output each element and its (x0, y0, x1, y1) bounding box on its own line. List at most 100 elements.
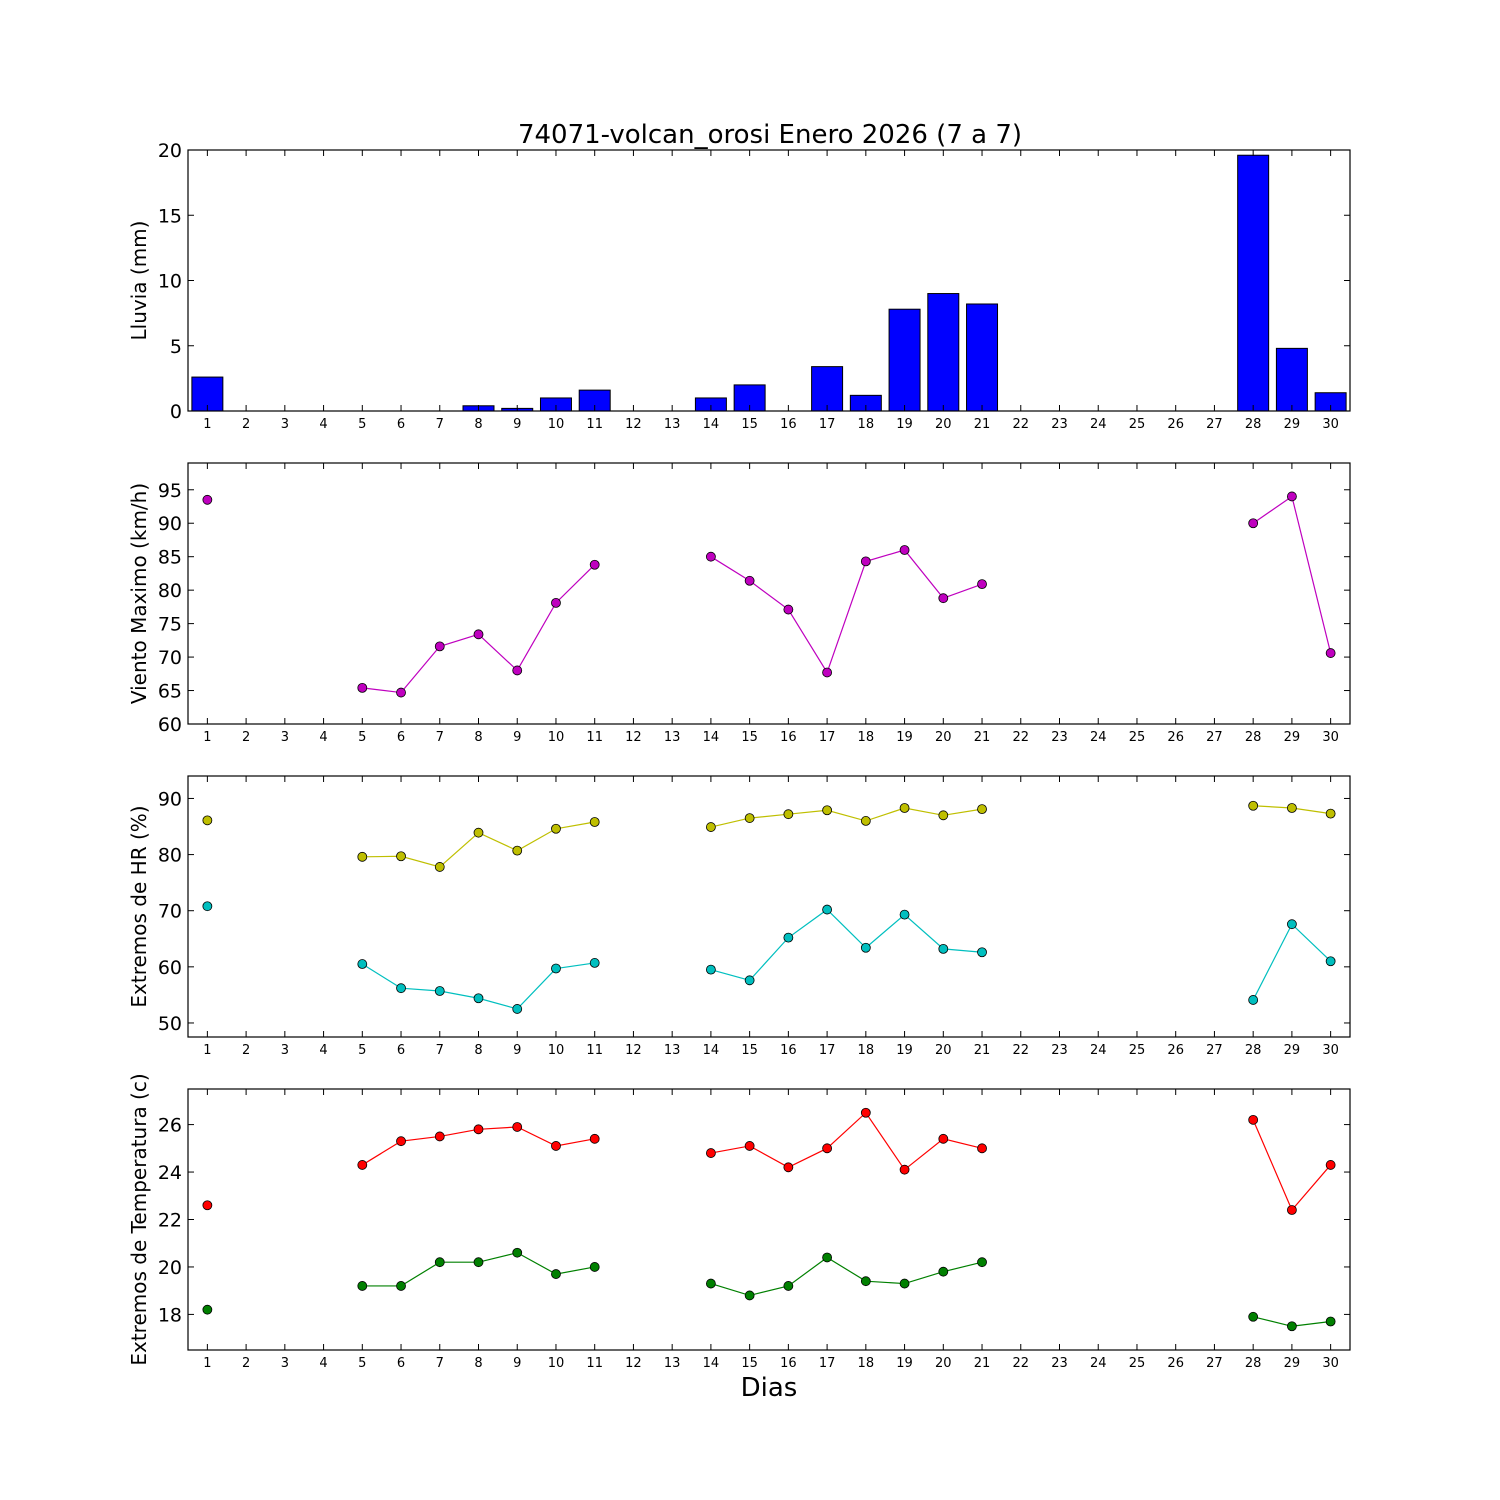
x-tick-label: 18 (858, 730, 875, 745)
data-point (473, 827, 484, 838)
data-point (589, 1133, 600, 1144)
x-tick-label: 2 (242, 730, 250, 745)
x-tick-label: 30 (1322, 417, 1339, 432)
x-tick-label: 7 (436, 417, 444, 432)
data-point (1248, 1114, 1259, 1125)
data-point (706, 1278, 716, 1289)
data-point (899, 1278, 910, 1289)
data-point (1287, 1321, 1297, 1332)
data-point (938, 1133, 949, 1144)
data-point (860, 556, 871, 567)
y-tick-label: 18 (158, 1304, 182, 1326)
x-tick-label: 21 (974, 417, 991, 432)
x-tick-label: 11 (586, 1043, 603, 1058)
data-point (357, 851, 368, 862)
y-axis-label: Lluvia (mm) (127, 221, 151, 341)
x-tick-label: 10 (548, 1356, 565, 1371)
x-tick-label: 4 (319, 1356, 327, 1371)
x-tick-label: 15 (741, 417, 758, 432)
series-line (1252, 923, 1332, 1001)
y-tick-label: 60 (158, 957, 182, 979)
data-point (512, 665, 523, 676)
data-point (783, 809, 794, 820)
x-tick-label: 7 (436, 730, 444, 745)
data-point (1248, 995, 1259, 1005)
x-tick-label: 28 (1245, 1356, 1262, 1371)
y-tick-label: 22 (158, 1210, 182, 1232)
x-tick-label: 14 (703, 417, 720, 432)
data-point (744, 1290, 755, 1301)
y-tick-label: 80 (158, 580, 182, 602)
bar (1237, 154, 1270, 412)
x-tick-label: 26 (1167, 1043, 1184, 1058)
bar (927, 293, 960, 412)
x-tick-label: 23 (1051, 730, 1068, 745)
data-point (1248, 800, 1259, 811)
x-tick-label: 4 (319, 1043, 327, 1058)
y-tick-label: 70 (158, 647, 182, 669)
x-tick-label: 26 (1167, 417, 1184, 432)
data-point (551, 823, 561, 834)
x-tick-label: 2 (242, 417, 250, 432)
bar (1275, 347, 1308, 412)
data-point (1325, 648, 1336, 658)
x-tick-label: 20 (935, 417, 952, 432)
x-tick-label: 17 (819, 417, 836, 432)
series-line (710, 549, 983, 674)
data-point (706, 1148, 716, 1158)
series-line (710, 1111, 983, 1171)
series-line (710, 807, 983, 828)
data-point (860, 1276, 871, 1287)
series-line (710, 908, 983, 981)
data-point (977, 804, 987, 815)
x-tick-label: 5 (358, 417, 366, 432)
x-axis-label: Dias (741, 1373, 798, 1403)
data-point (589, 559, 600, 570)
x-tick-label: 3 (281, 730, 289, 745)
x-tick-label: 20 (935, 730, 952, 745)
y-tick-label: 15 (158, 205, 182, 227)
y-tick-label: 85 (158, 547, 182, 569)
x-tick-label: 28 (1245, 730, 1262, 745)
x-tick-label: 4 (319, 730, 327, 745)
data-point (202, 1304, 213, 1315)
x-tick-label: 24 (1090, 1356, 1107, 1371)
x-tick-label: 15 (741, 1356, 758, 1371)
data-point (434, 1257, 445, 1268)
data-point (589, 1262, 600, 1272)
data-point (1287, 919, 1297, 930)
x-tick-label: 12 (625, 730, 642, 745)
x-tick-label: 25 (1129, 1356, 1146, 1371)
data-point (899, 909, 910, 920)
data-point (202, 815, 213, 826)
y-tick-label: 24 (158, 1162, 182, 1184)
x-tick-label: 28 (1245, 1043, 1262, 1058)
x-tick-label: 5 (358, 1043, 366, 1058)
x-tick-label: 1 (203, 417, 211, 432)
x-tick-label: 25 (1129, 417, 1146, 432)
data-point (977, 947, 987, 958)
x-tick-label: 10 (548, 1043, 565, 1058)
x-tick-label: 27 (1206, 730, 1223, 745)
x-tick-label: 6 (397, 1356, 405, 1371)
data-point (783, 1281, 794, 1291)
y-tick-label: 0 (170, 401, 182, 423)
data-point (977, 579, 987, 590)
series-line (1252, 1119, 1332, 1212)
data-point (938, 593, 949, 604)
data-point (860, 942, 871, 953)
data-point (551, 963, 561, 974)
x-tick-label: 2 (242, 1356, 250, 1371)
data-point (589, 817, 600, 827)
data-point (357, 1281, 368, 1291)
x-tick-label: 30 (1322, 1043, 1339, 1058)
y-tick-label: 70 (158, 901, 182, 923)
data-point (744, 575, 755, 586)
data-point (202, 1200, 213, 1211)
y-tick-label: 65 (158, 681, 182, 703)
y-axis-label: Extremos de HR (%) (127, 805, 151, 1007)
x-tick-label: 27 (1206, 417, 1223, 432)
x-tick-label: 17 (819, 730, 836, 745)
data-point (396, 851, 406, 862)
